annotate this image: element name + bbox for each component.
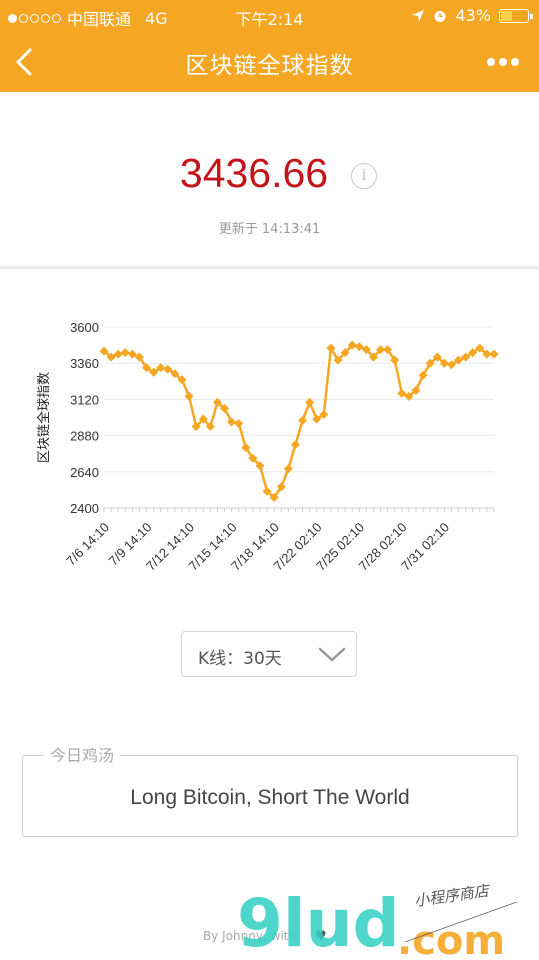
chevron-down-icon [318,647,346,662]
data-point [454,355,464,365]
network-label: 4G [145,8,168,28]
data-point [404,391,414,401]
back-button[interactable] [8,42,44,82]
data-point [113,349,123,359]
data-point [290,440,300,450]
data-point [127,349,137,359]
data-point [262,486,272,496]
data-point [227,417,237,427]
status-right: 43% [411,6,533,25]
data-point [191,422,201,432]
data-point [120,348,130,358]
data-point [134,352,144,362]
data-point [255,461,265,471]
data-point [106,352,116,362]
data-point [241,443,251,453]
data-point [489,349,499,359]
signal-strength-icon [8,13,61,23]
data-point [326,343,336,353]
data-point [163,364,173,374]
y-tick-label: 2400 [70,501,99,516]
data-point [347,340,357,350]
data-point [212,397,222,407]
data-point [390,355,400,365]
svg-text:小程序商店: 小程序商店 [413,884,492,910]
data-point [475,343,485,353]
nav-bar: 区块链全球指数 [0,32,539,92]
data-point [418,370,428,380]
kline-period-select[interactable]: K线：30天 [181,631,357,677]
data-point [312,414,322,424]
quote-box [22,755,518,837]
data-point [333,355,343,365]
data-point [283,464,293,474]
update-time: 更新于 14:13:41 [218,222,321,237]
kline-period-label: K线：30天 [198,649,282,669]
data-point [184,391,194,401]
data-point [177,375,187,385]
y-tick-label: 2880 [70,429,99,444]
svg-text:.com: .com [397,918,505,960]
carrier-label: 中国联通 [67,10,132,29]
y-tick-label: 3600 [70,320,99,335]
data-point [439,358,449,368]
index-line-chart: 2400 2640 2880 3120 3360 3600 区块链全球指数 7/6 14:10… [36,320,499,574]
data-point [170,369,180,379]
data-point [383,345,393,355]
data-point [425,358,435,368]
data-point [269,492,279,502]
data-point [305,397,315,407]
data-point [276,482,286,492]
index-value: 3436.66 [179,150,329,196]
x-tick-label: 7/6 14:10 [63,520,112,569]
data-point [99,346,109,356]
data-point [298,416,308,426]
data-point [411,385,421,395]
battery-icon [499,8,533,23]
y-tick-label: 2640 [70,465,99,480]
data-point [205,422,215,432]
battery-percent: 43% [455,6,491,25]
y-tick-label: 3120 [70,392,99,407]
heart-icon: ♥ [315,929,327,944]
quote-text: Long Bitcoin, Short The World [130,786,410,809]
data-point [340,348,350,358]
location-arrow-icon [412,9,425,22]
more-dots-icon [487,58,495,66]
data-point [354,342,364,352]
chevron-left-icon [16,48,32,76]
quote-legend: 今日鸡汤 [44,742,121,766]
y-axis-label: 区块链全球指数 [36,372,52,463]
data-point [142,363,152,373]
data-point [482,349,492,359]
footer-credit: By Johnny, with [203,929,297,943]
more-button[interactable] [485,52,521,72]
data-point [149,367,159,377]
data-point [234,419,244,429]
alarm-clock-icon [434,10,446,22]
data-point [220,403,230,413]
data-point [446,360,456,370]
status-time: 下午2:14 [235,10,304,29]
data-point [397,388,407,398]
info-icon[interactable]: i [351,163,377,189]
data-point [461,352,471,362]
data-point [368,352,378,362]
y-tick-label: 3360 [70,356,99,371]
data-point [468,348,478,358]
watermark-logo: 9lud .com 小程序商店 [237,884,518,960]
data-point [376,345,386,355]
data-point [198,414,208,424]
svg-text:9lud: 9lud [237,885,400,960]
section-divider [0,266,539,269]
data-point [156,363,166,373]
data-point [361,345,371,355]
data-point [319,409,329,419]
data-point [248,453,258,463]
status-left: 中国联通 4G [8,6,168,30]
page-title: 区块链全球指数 [185,53,354,79]
status-bar: 中国联通 4G 下午2:14 43% [0,0,539,32]
data-point [432,352,442,362]
